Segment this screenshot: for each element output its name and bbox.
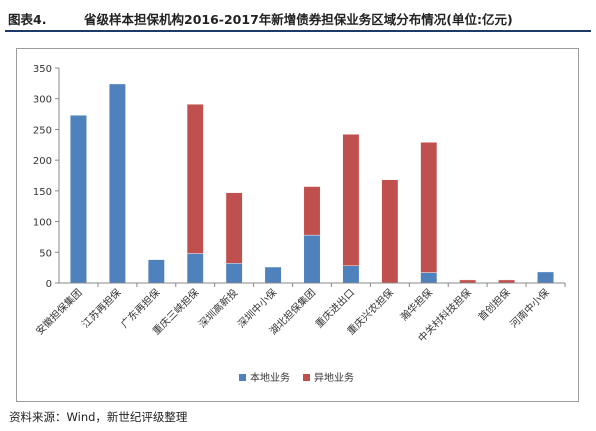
bars (70, 83, 554, 284)
figure-label: 图表4. (8, 12, 47, 27)
x-category-label: 河南中小保 (507, 286, 552, 331)
y-tick-label: 200 (33, 156, 52, 167)
legend-label: 异地业务 (314, 371, 354, 384)
y-tick-label: 0 (46, 279, 52, 290)
figure-title: 省级样本担保机构2016-2017年新增债券担保业务区域分布情况(单位:亿元) (84, 12, 513, 27)
bar-local (537, 271, 554, 284)
y-tick-label: 350 (33, 64, 52, 75)
y-tick-label: 250 (33, 125, 52, 136)
x-category-label: 瀚华担保 (397, 286, 434, 323)
stacked-bar-chart: 0 50 100 150 200 250 300 350 安徽担保集团江苏再担保广东再担保重庆… (33, 64, 566, 384)
bar-local (225, 263, 243, 284)
bar-remote (186, 104, 204, 254)
x-category-label: 安徽担保集团 (33, 286, 85, 338)
bar-remote (342, 134, 360, 266)
figure-header: 图表4. 省级样本担保机构2016-2017年新增债券担保业务区域分布情况(单位… (5, 2, 591, 32)
source-note: 资料来源：Wind，新世纪评级整理 (9, 410, 188, 424)
bar-local (186, 253, 204, 284)
bar-local (70, 115, 87, 284)
x-axis: 安徽担保集团江苏再担保广东再担保重庆三峡担保深圳高新投深圳中小保湖北担保集团重庆… (33, 282, 566, 345)
legend: 本地业务 异地业务 (239, 371, 354, 384)
legend-swatch (303, 374, 310, 381)
x-category-label: 江苏再担保 (79, 286, 124, 331)
bar-local (303, 234, 321, 284)
y-tick-label: 300 (33, 95, 52, 106)
y-axis: 0 50 100 150 200 250 300 350 (33, 64, 60, 290)
y-tick-label: 50 (39, 248, 52, 259)
bar-local (147, 259, 165, 284)
y-tick-label: 100 (33, 218, 52, 229)
bar-remote (225, 192, 243, 264)
y-tick-label: 150 (33, 187, 52, 198)
bar-remote (420, 142, 438, 273)
bar-local (109, 83, 126, 284)
x-category-label: 深圳高新投 (196, 286, 241, 331)
bar-local (264, 266, 282, 284)
legend-label: 本地业务 (250, 371, 290, 384)
legend-swatch (239, 374, 246, 381)
bar-remote (303, 186, 321, 236)
bar-local (420, 272, 438, 284)
x-category-label: 首创担保 (475, 286, 512, 323)
bar-local (342, 265, 360, 284)
bar-remote (381, 179, 399, 284)
chart-frame: 0 50 100 150 200 250 300 350 安徽担保集团 江苏再担保 广东再担保 重庆… (16, 48, 579, 402)
